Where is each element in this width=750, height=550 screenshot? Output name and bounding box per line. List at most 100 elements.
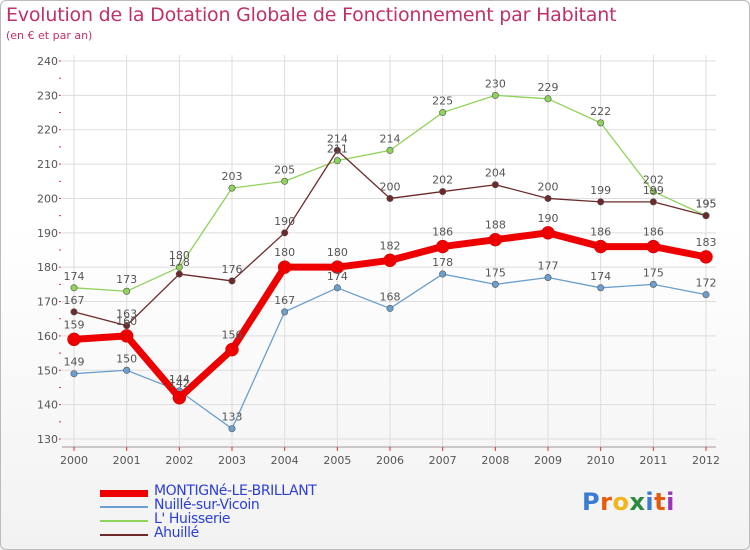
series-point-3 bbox=[386, 194, 394, 202]
x-tick-label: 2005 bbox=[323, 454, 351, 467]
series-point-1 bbox=[386, 304, 394, 312]
y-tick-label: 140 bbox=[37, 399, 58, 412]
data-label-0: 142 bbox=[169, 377, 190, 390]
series-point-3 bbox=[439, 188, 447, 196]
series-point-1 bbox=[702, 291, 710, 299]
x-tick-label: 2004 bbox=[271, 454, 299, 467]
series-point-0 bbox=[119, 329, 134, 343]
data-label-0: 160 bbox=[116, 315, 137, 328]
series-point-1 bbox=[333, 284, 341, 292]
series-point-1 bbox=[281, 308, 289, 316]
data-label-2: 225 bbox=[432, 95, 453, 108]
data-label-1: 175 bbox=[643, 266, 664, 279]
x-tick-label: 2012 bbox=[692, 454, 720, 467]
y-tick-label: 160 bbox=[37, 330, 58, 343]
y-tick-label: 220 bbox=[37, 124, 58, 137]
data-label-1: 144 bbox=[169, 373, 190, 386]
series-point-0 bbox=[593, 239, 608, 254]
series-point-0 bbox=[67, 332, 81, 347]
series-point-3 bbox=[228, 277, 236, 285]
series-point-0 bbox=[383, 253, 397, 268]
series-point-1 bbox=[70, 370, 78, 378]
x-tick-label: 2003 bbox=[218, 454, 246, 467]
legend-swatch bbox=[100, 534, 148, 536]
data-label-3: 204 bbox=[485, 167, 506, 180]
series-point-2 bbox=[649, 188, 657, 196]
y-tick-label: 240 bbox=[37, 55, 58, 68]
data-label-1: 167 bbox=[274, 294, 295, 307]
series-point-3 bbox=[544, 194, 552, 202]
data-label-3: 176 bbox=[222, 263, 243, 276]
x-tick-label: 2011 bbox=[639, 454, 667, 467]
data-label-0: 190 bbox=[538, 212, 559, 225]
data-label-2: 174 bbox=[64, 270, 85, 283]
data-label-2: 214 bbox=[380, 132, 401, 145]
y-tick-label: 190 bbox=[37, 227, 58, 240]
series-point-1 bbox=[544, 273, 552, 281]
data-label-2: 211 bbox=[327, 143, 348, 156]
series-point-2 bbox=[333, 157, 341, 165]
series-point-2 bbox=[439, 109, 447, 117]
series-point-0 bbox=[225, 342, 239, 357]
series-point-1 bbox=[228, 425, 236, 433]
data-label-1: 149 bbox=[64, 356, 85, 369]
series-point-3 bbox=[123, 322, 131, 330]
data-label-3: 190 bbox=[274, 215, 295, 228]
data-label-1: 133 bbox=[222, 411, 243, 424]
series-point-2 bbox=[70, 284, 78, 292]
series-point-0 bbox=[699, 250, 713, 264]
y-tick-label: 230 bbox=[37, 89, 58, 102]
data-label-1: 174 bbox=[327, 270, 348, 283]
data-label-0: 186 bbox=[643, 226, 664, 239]
series-point-2 bbox=[175, 263, 183, 271]
series-point-3 bbox=[70, 308, 78, 316]
series-point-0 bbox=[277, 260, 292, 274]
series-point-0 bbox=[172, 391, 187, 405]
series-point-2 bbox=[281, 177, 289, 185]
series-point-0 bbox=[330, 260, 345, 274]
chart-title: Evolution de la Dotation Globale de Fonc… bbox=[6, 4, 617, 26]
series-point-0 bbox=[435, 239, 450, 254]
data-label-3: 195 bbox=[696, 198, 717, 211]
logo-letter: r bbox=[600, 488, 613, 516]
data-label-1: 168 bbox=[380, 290, 401, 303]
data-label-3: 214 bbox=[327, 132, 348, 145]
series-point-1 bbox=[123, 366, 131, 374]
x-tick-label: 2001 bbox=[113, 454, 141, 467]
data-label-0: 188 bbox=[485, 219, 506, 232]
series-point-3 bbox=[333, 146, 341, 154]
series-point-3 bbox=[702, 212, 710, 220]
series-point-3 bbox=[281, 229, 289, 237]
data-label-1: 150 bbox=[116, 352, 137, 365]
logo-letter: P bbox=[582, 488, 601, 516]
data-label-3: 167 bbox=[64, 294, 85, 307]
data-label-0: 159 bbox=[64, 318, 85, 331]
y-tick-label: 180 bbox=[37, 261, 58, 274]
data-label-2: 203 bbox=[222, 170, 243, 183]
x-tick-label: 2010 bbox=[587, 454, 615, 467]
data-label-0: 182 bbox=[380, 239, 401, 252]
legend-label: MONTIGNé-LE-BRILLANT bbox=[154, 483, 317, 499]
data-label-3: 199 bbox=[590, 184, 611, 197]
data-label-2: 180 bbox=[169, 249, 190, 262]
legend-swatch bbox=[100, 489, 148, 497]
grid-layer bbox=[62, 55, 716, 447]
x-tick-label: 2002 bbox=[165, 454, 193, 467]
series-point-0 bbox=[646, 239, 661, 254]
data-label-2: 202 bbox=[643, 174, 664, 187]
data-label-0: 180 bbox=[327, 246, 348, 259]
legend-swatch bbox=[100, 506, 148, 508]
x-tick-label: 2008 bbox=[481, 454, 509, 467]
data-label-1: 172 bbox=[696, 277, 717, 290]
data-label-3: 202 bbox=[432, 174, 453, 187]
x-tick-label: 2007 bbox=[429, 454, 457, 467]
y-tick-label: 170 bbox=[37, 296, 58, 309]
series-point-1 bbox=[491, 280, 499, 288]
series-point-0 bbox=[488, 232, 503, 247]
data-label-1: 174 bbox=[590, 270, 611, 283]
data-label-2: 222 bbox=[590, 105, 611, 118]
logo-letter: i bbox=[645, 488, 655, 516]
label-layer: 159 160 142 156 180 180 182 186 188 190 186 186 183 1… bbox=[64, 77, 717, 423]
data-label-2: 205 bbox=[274, 163, 295, 176]
series-point-1 bbox=[439, 270, 447, 278]
